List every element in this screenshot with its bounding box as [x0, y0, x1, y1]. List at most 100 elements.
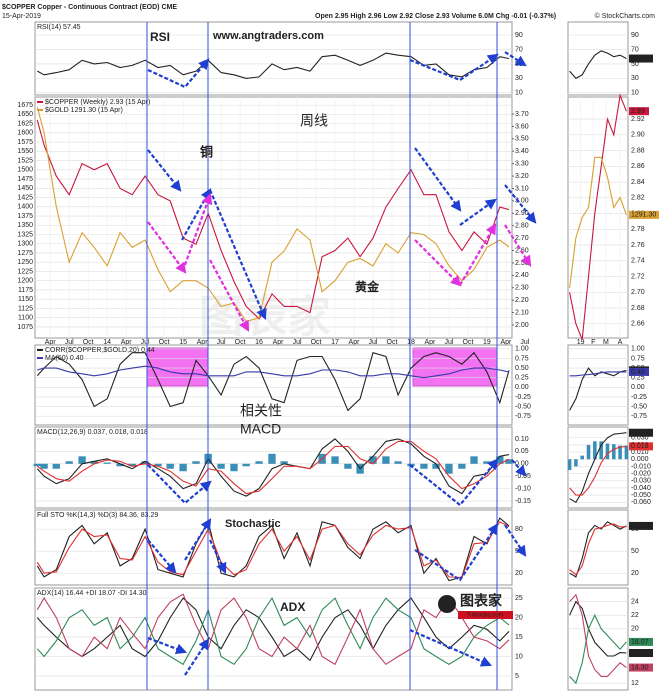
y-tick-label: 2.82	[631, 195, 645, 202]
highlight-box	[412, 347, 498, 387]
value-label-box	[629, 428, 653, 437]
panel-title: MACD(12,26,9) 0.037, 0.018, 0.018	[37, 429, 148, 436]
histogram-bar	[611, 444, 616, 460]
annotation-arrow	[511, 459, 527, 477]
annotation: 铜	[199, 144, 213, 159]
y-tick-label: -0.10	[515, 485, 531, 492]
annotation-arrow	[209, 259, 250, 332]
x-tick-label: Oct	[159, 339, 170, 346]
value-label: 0.018	[631, 443, 649, 450]
y-tick-label: 24	[631, 598, 639, 605]
y-tick-label: 1650	[17, 111, 33, 118]
histogram-bar	[567, 459, 572, 471]
value-label: 84.36	[631, 523, 649, 530]
panel-title: RSI(14) 57.45	[37, 24, 81, 31]
y-tick-label: 0.10	[515, 436, 529, 443]
annotation-arrow	[147, 636, 188, 655]
x-tick-label: Jul	[520, 339, 529, 346]
histogram-bar	[394, 461, 402, 464]
value-label: 0.037	[631, 430, 649, 437]
y2-tick-label: 2.70	[515, 235, 529, 242]
y-tick-label: 1175	[18, 287, 33, 294]
histogram-bar	[344, 463, 352, 469]
histogram-bar	[230, 463, 238, 472]
y-tick-label: 10	[515, 90, 523, 97]
y2-tick-label: 2.80	[515, 223, 529, 230]
value-label: 1291.30	[631, 212, 656, 219]
histogram-bar	[369, 456, 377, 464]
histogram-bar	[166, 463, 174, 469]
annotation-arrow	[459, 223, 497, 286]
series-line	[569, 156, 627, 288]
y-tick-label: 90	[631, 32, 639, 39]
y-tick-label: -0.15	[515, 498, 531, 505]
histogram-bar	[192, 461, 200, 464]
series-line	[569, 50, 627, 80]
x-tick-label: Jul	[293, 339, 302, 346]
annotation-arrow	[459, 198, 497, 226]
x-tick-label: Apr	[197, 339, 209, 346]
histogram-bar	[242, 463, 250, 467]
y-tick-label: 1475	[17, 176, 33, 183]
y-tick-label: 2.72	[631, 273, 645, 280]
histogram-bar	[90, 461, 98, 464]
y-tick-label: 50	[631, 61, 639, 68]
histogram-bar	[65, 461, 73, 464]
panel	[567, 96, 629, 339]
series-line	[36, 106, 510, 323]
x-tick-label: Apr	[425, 339, 437, 346]
x-tick-label: Oct	[387, 339, 398, 346]
panel	[34, 426, 513, 509]
legend-entry: MA(50) 0.40	[45, 355, 84, 362]
series-line	[37, 52, 510, 79]
series-line	[569, 371, 627, 377]
y2-tick-label: 3.70	[515, 111, 529, 118]
y-tick-label: 1425	[17, 194, 33, 201]
value-label-box	[629, 637, 653, 646]
y2-tick-label: 2.40	[515, 272, 529, 279]
y-tick-label: 10	[515, 653, 523, 660]
y-tick-label: 2.66	[631, 321, 645, 328]
y2-tick-label: 2.90	[515, 210, 529, 217]
x-tick-label: 16	[255, 339, 263, 346]
legend-entry: $COPPER (Weekly) 2.93 (15 Apr)	[45, 99, 150, 106]
histogram-bar	[33, 463, 41, 467]
y-tick-label: 15	[515, 634, 523, 641]
y2-tick-label: 3.00	[515, 198, 529, 205]
series-line	[569, 432, 627, 504]
y2-tick-label: 2.30	[515, 285, 529, 292]
histogram-bar	[179, 463, 187, 472]
header-date: 15-Apr-2019	[2, 13, 41, 20]
series-line	[36, 597, 510, 662]
y-tick-label: 1150	[18, 296, 33, 303]
series-line	[569, 613, 627, 685]
y-tick-label: 20	[631, 626, 639, 633]
y-tick-label: 1125	[18, 305, 33, 312]
annotation-arrow	[184, 518, 212, 561]
histogram-bar	[505, 459, 513, 464]
y-tick-label: -0.25	[515, 394, 531, 401]
y-tick-label: 1450	[17, 185, 33, 192]
histogram-bar	[154, 463, 162, 467]
y-tick-label: 1350	[17, 222, 33, 229]
y-tick-label: 1200	[17, 278, 33, 285]
y-tick-label: 5	[515, 673, 519, 680]
y-tick-label: 1275	[17, 250, 33, 257]
value-label: 16.44	[631, 650, 649, 657]
y-tick-label: -0.75	[515, 413, 531, 420]
histogram-bar	[432, 463, 440, 469]
annotation-arrow	[504, 184, 537, 224]
y-tick-label: -0.50	[631, 403, 647, 410]
y2-tick-label: 3.20	[515, 173, 529, 180]
x-tick-label: A	[618, 339, 623, 346]
histogram-bar	[470, 456, 478, 464]
y-tick-label: 25	[515, 595, 523, 602]
annotation: Stochastic	[225, 518, 281, 530]
y-tick-label: -0.50	[515, 403, 531, 410]
y-tick-label: 70	[515, 46, 523, 53]
y-tick-label: 0.75	[515, 355, 529, 362]
annotation-arrow	[147, 221, 187, 274]
y-tick-label: 2.90	[631, 132, 645, 139]
value-label: 0.40	[631, 369, 645, 376]
